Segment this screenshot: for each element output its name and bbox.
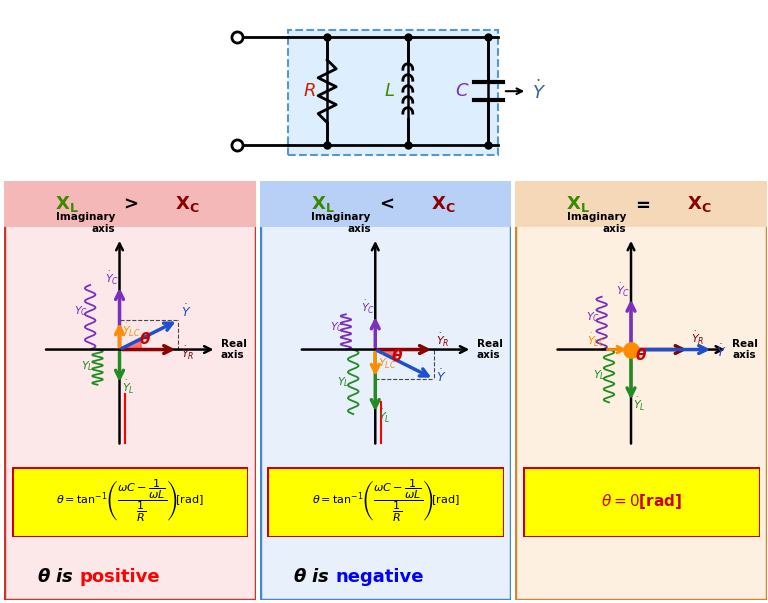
- Text: $\dot{Y}$: $\dot{Y}$: [532, 80, 546, 103]
- Text: $\dot{Y}_R$: $\dot{Y}_R$: [436, 332, 450, 349]
- FancyBboxPatch shape: [260, 181, 511, 227]
- Text: $Y_L$: $Y_L$: [337, 375, 349, 389]
- Wedge shape: [120, 339, 141, 350]
- Text: $\mathbf{=}$: $\mathbf{=}$: [632, 195, 650, 213]
- Text: $Y_C$: $Y_C$: [74, 304, 88, 318]
- FancyBboxPatch shape: [4, 181, 256, 227]
- FancyBboxPatch shape: [267, 467, 504, 537]
- Text: $\boldsymbol{\theta}$ is: $\boldsymbol{\theta}$ is: [37, 568, 74, 586]
- FancyBboxPatch shape: [260, 181, 511, 600]
- Text: negative: negative: [335, 568, 424, 586]
- Text: $\dot{Y}_R$: $\dot{Y}_R$: [691, 330, 705, 347]
- Text: $\dot{Y}_{LC}$: $\dot{Y}_{LC}$: [378, 354, 397, 371]
- Text: $\dot{Y}_{LC}$: $\dot{Y}_{LC}$: [587, 332, 606, 349]
- Text: Real
axis: Real axis: [220, 339, 247, 361]
- Text: $\mathbf{X_C}$: $\mathbf{X_C}$: [687, 194, 711, 214]
- Text: $R$: $R$: [303, 82, 316, 100]
- Text: $\boldsymbol{\theta}$ is: $\boldsymbol{\theta}$ is: [293, 568, 330, 586]
- Text: Real
axis: Real axis: [476, 339, 502, 361]
- Text: $L$: $L$: [384, 82, 395, 100]
- Text: $Y_L$: $Y_L$: [593, 368, 605, 382]
- Text: $\mathbf{<}$: $\mathbf{<}$: [376, 195, 395, 213]
- Text: $Y_L$: $Y_L$: [81, 359, 94, 373]
- Text: $\dot{Y}_L$: $\dot{Y}_L$: [122, 379, 134, 396]
- Text: $\mathbf{X_L}$: $\mathbf{X_L}$: [567, 194, 590, 214]
- FancyBboxPatch shape: [523, 467, 760, 537]
- FancyBboxPatch shape: [12, 467, 248, 537]
- FancyBboxPatch shape: [4, 181, 256, 600]
- Text: $\dot{Y}_C$: $\dot{Y}_C$: [361, 298, 375, 316]
- Text: $\dot{Y}$: $\dot{Y}$: [436, 368, 447, 385]
- Text: $\dot{Y}_{LC}$: $\dot{Y}_{LC}$: [122, 321, 141, 339]
- Text: $\boldsymbol{\theta}$: $\boldsymbol{\theta}$: [635, 347, 647, 363]
- Text: Imaginary
axis: Imaginary axis: [312, 212, 371, 233]
- Text: $Y_C$: $Y_C$: [329, 320, 344, 334]
- Text: Imaginary
axis: Imaginary axis: [56, 212, 115, 233]
- Text: $\theta = 0$[rad]: $\theta = 0$[rad]: [601, 493, 682, 511]
- Text: $\mathbf{>}$: $\mathbf{>}$: [121, 195, 139, 213]
- Text: $\mathbf{X_C}$: $\mathbf{X_C}$: [175, 194, 200, 214]
- Text: $\dot{Y}$: $\dot{Y}$: [716, 343, 726, 360]
- Text: $\mathbf{X_L}$: $\mathbf{X_L}$: [311, 194, 334, 214]
- Text: $\theta = \tan^{-1}\!\left(\dfrac{\omega C - \dfrac{1}{\omega L}}{\dfrac{1}{R}}\: $\theta = \tan^{-1}\!\left(\dfrac{\omega…: [56, 478, 204, 524]
- Text: $\mathbf{X_L}$: $\mathbf{X_L}$: [55, 194, 78, 214]
- Text: Real
axis: Real axis: [732, 339, 758, 361]
- Text: $\boldsymbol{\theta}$: $\boldsymbol{\theta}$: [392, 349, 403, 364]
- Text: $\dot{Y}_R$: $\dot{Y}_R$: [180, 345, 194, 362]
- Text: $\theta = \tan^{-1}\!\left(\dfrac{\omega C - \dfrac{1}{\omega L}}{\dfrac{1}{R}}\: $\theta = \tan^{-1}\!\left(\dfrac{\omega…: [312, 478, 459, 524]
- FancyBboxPatch shape: [515, 181, 767, 600]
- Text: Imaginary
axis: Imaginary axis: [568, 212, 627, 233]
- Text: $\dot{Y}$: $\dot{Y}$: [180, 304, 191, 320]
- Text: $Y_C$: $Y_C$: [585, 311, 600, 324]
- FancyBboxPatch shape: [515, 181, 767, 227]
- Text: $\boldsymbol{\theta}$: $\boldsymbol{\theta}$: [138, 330, 151, 347]
- Text: positive: positive: [79, 568, 160, 586]
- FancyBboxPatch shape: [289, 30, 498, 155]
- Text: $\dot{Y}_C$: $\dot{Y}_C$: [617, 282, 631, 299]
- Text: $C$: $C$: [455, 82, 469, 100]
- Text: $\dot{Y}_C$: $\dot{Y}_C$: [105, 270, 119, 287]
- Text: $\dot{Y}_L$: $\dot{Y}_L$: [378, 408, 390, 425]
- Text: $\dot{Y}_L$: $\dot{Y}_L$: [634, 396, 646, 414]
- Wedge shape: [376, 350, 397, 359]
- Text: $\mathbf{X_C}$: $\mathbf{X_C}$: [431, 194, 455, 214]
